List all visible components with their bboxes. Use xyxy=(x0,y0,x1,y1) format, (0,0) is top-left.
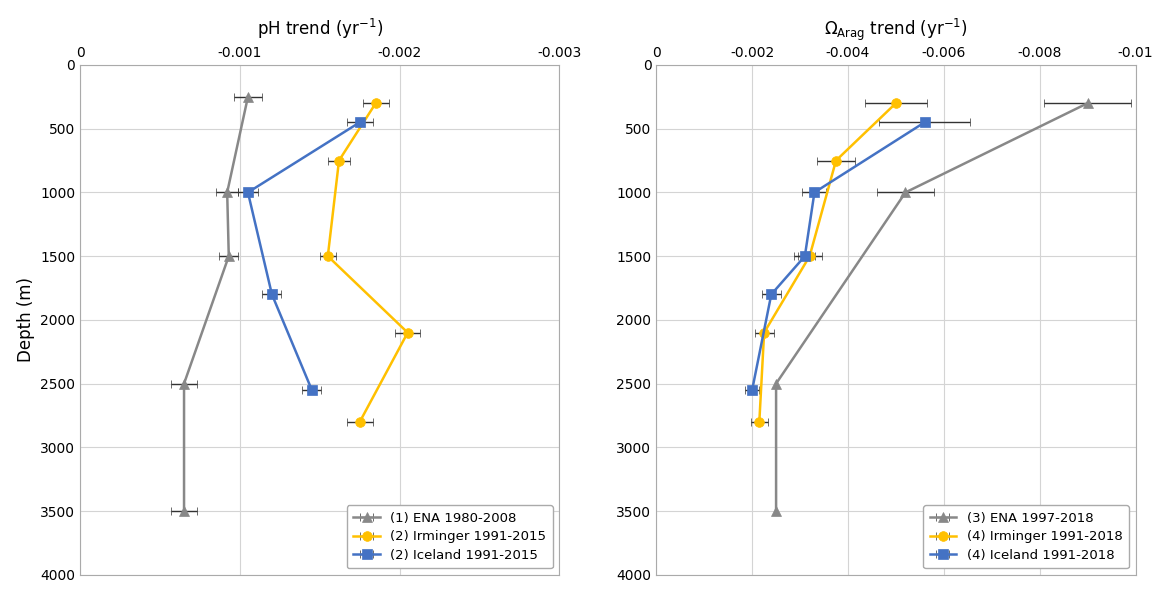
X-axis label: $\Omega_{\rm Arag}$ trend (yr$^{-1}$): $\Omega_{\rm Arag}$ trend (yr$^{-1}$) xyxy=(824,17,968,43)
Y-axis label: Depth (m): Depth (m) xyxy=(16,277,35,362)
X-axis label: pH trend (yr$^{-1}$): pH trend (yr$^{-1}$) xyxy=(256,17,383,41)
Legend: (3) ENA 1997-2018, (4) Irminger 1991-2018, (4) Iceland 1991-2018: (3) ENA 1997-2018, (4) Irminger 1991-201… xyxy=(923,505,1129,568)
Legend: (1) ENA 1980-2008, (2) Irminger 1991-2015, (2) Iceland 1991-2015: (1) ENA 1980-2008, (2) Irminger 1991-201… xyxy=(346,505,553,568)
